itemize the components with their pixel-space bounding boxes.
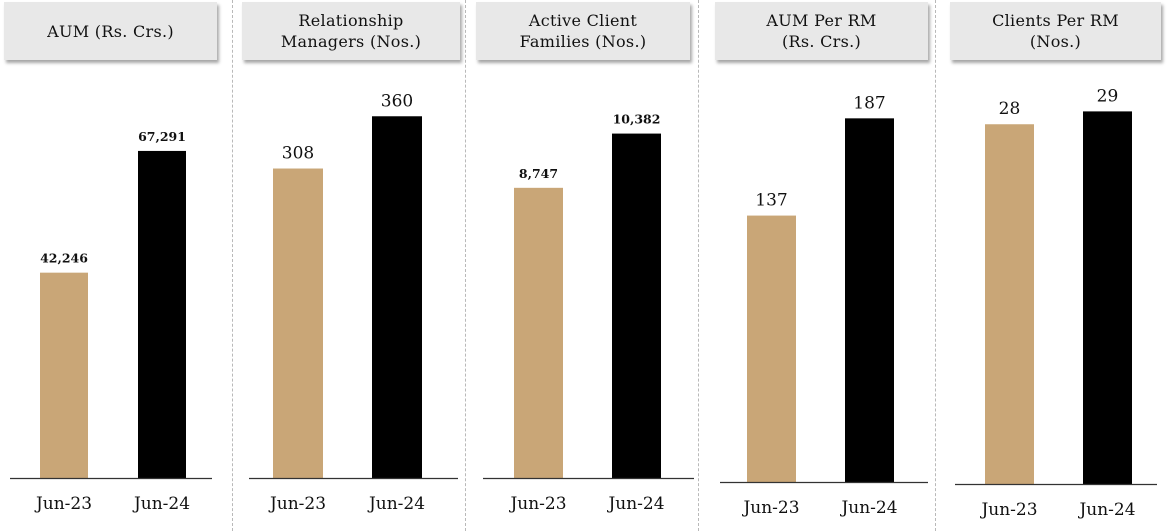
bar-jun-23 [273, 168, 323, 478]
panel-divider [232, 0, 233, 531]
data-label: 187 [853, 93, 885, 113]
bar-chart: 42,246 Jun-23 67,291 Jun-24 [10, 129, 212, 514]
data-label: 137 [755, 191, 787, 211]
data-label: 308 [282, 144, 314, 164]
bar-jun-23 [985, 124, 1034, 484]
panel-divider [935, 0, 936, 531]
bar-chart: 308 Jun-23 360 Jun-24 [249, 91, 458, 514]
x-tick-label: Jun-23 [268, 494, 326, 514]
bar-jun-24 [372, 116, 422, 479]
panel-divider [465, 0, 466, 531]
chart-panel-1: AUM (Rs. Crs.) 42,246 Jun-23 67,291 Jun-24 [4, 0, 232, 531]
bar-chart: 8,747 Jun-23 10,382 Jun-24 [483, 112, 694, 514]
data-label: 10,382 [613, 112, 661, 127]
bar-jun-23 [40, 272, 88, 478]
data-label: 29 [1097, 86, 1119, 106]
data-label: 8,747 [519, 166, 558, 181]
data-label: 360 [381, 91, 413, 111]
x-tick-label: Jun-24 [367, 494, 425, 514]
bar-chart: 137 Jun-23 187 Jun-24 [720, 93, 928, 518]
bar-jun-23 [514, 187, 563, 478]
x-tick-label: Jun-24 [132, 494, 190, 514]
chart-panel-3: Active Client Families (Nos.) 8,747 Jun-23… [466, 0, 698, 531]
chart-title: AUM (Rs. Crs.) [4, 2, 217, 60]
x-tick-label: Jun-24 [606, 494, 664, 514]
chart-title: Relationship Managers (Nos.) [242, 2, 460, 60]
x-tick-label: Jun-23 [508, 494, 566, 514]
chart-title: AUM Per RM (Rs. Crs.) [715, 2, 928, 60]
bar-jun-24 [1083, 111, 1132, 485]
bar-jun-23 [747, 215, 796, 482]
panel-divider [698, 0, 699, 531]
x-tick-label: Jun-24 [839, 498, 897, 518]
data-label: 67,291 [138, 129, 186, 144]
data-label: 42,246 [40, 251, 88, 266]
x-tick-label: Jun-23 [979, 500, 1037, 520]
x-tick-label: Jun-23 [34, 494, 92, 514]
bar-jun-24 [612, 133, 661, 478]
x-tick-label: Jun-24 [1077, 500, 1135, 520]
data-label: 28 [999, 99, 1021, 119]
bar-chart: 28 Jun-23 29 Jun-24 [955, 86, 1157, 520]
chart-panel-5: Clients Per RM (Nos.) 28 Jun-23 29 Jun-24 [940, 0, 1173, 531]
bar-jun-24 [138, 150, 186, 478]
bar-jun-24 [845, 118, 894, 483]
chart-panel-2: Relationship Managers (Nos.) 308 Jun-23 360… [240, 0, 465, 531]
chart-panel-4: AUM Per RM (Rs. Crs.) 137 Jun-23 187 Jun-24 [705, 0, 935, 531]
chart-title: Active Client Families (Nos.) [476, 2, 690, 60]
chart-title: Clients Per RM (Nos.) [950, 2, 1161, 60]
x-tick-label: Jun-23 [741, 498, 799, 518]
